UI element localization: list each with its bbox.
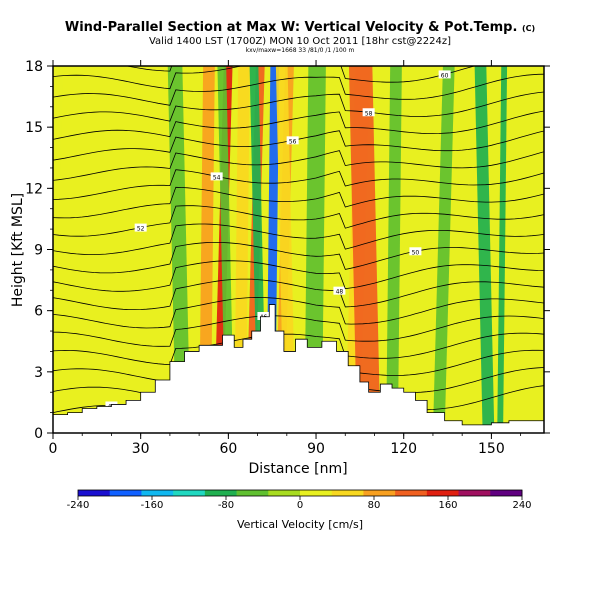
isentrope-label: 54 bbox=[213, 174, 221, 181]
x-axis: 0 30 60 90 120 150 bbox=[49, 60, 522, 457]
y-axis-label: Height [Kft MSL] bbox=[10, 193, 26, 307]
colorbar-swatch bbox=[395, 490, 428, 496]
isentrope-line bbox=[53, 169, 544, 200]
velocity-band bbox=[167, 66, 191, 433]
colorbar-swatch bbox=[331, 490, 364, 496]
colorbar-swatch bbox=[363, 490, 396, 496]
chart-title-text: Wind-Parallel Section at Max W: Vertical… bbox=[64, 20, 518, 35]
chart-title: Wind-Parallel Section at Max W: Vertical… bbox=[0, 20, 600, 35]
isentrope-line bbox=[53, 260, 544, 292]
isentrope-line bbox=[53, 278, 544, 310]
isentrope-label-bg bbox=[333, 286, 346, 295]
colorbar-swatch bbox=[268, 490, 301, 496]
colorbar-swatch bbox=[204, 490, 238, 496]
isentrope-line bbox=[53, 332, 544, 366]
chart-subtitle: Valid 1400 LST (1700Z) MON 10 Oct 2011 [… bbox=[148, 36, 452, 47]
colorbar-tick-label: 80 bbox=[368, 500, 381, 511]
colorbar-swatch bbox=[141, 490, 174, 496]
velocity-band bbox=[432, 66, 455, 433]
colorbar-swatch bbox=[300, 490, 333, 496]
y-tick-label: 15 bbox=[25, 120, 43, 136]
isentrope-label-bg bbox=[438, 70, 451, 79]
colorbar-swatch bbox=[426, 490, 460, 496]
isentrope-line bbox=[53, 315, 544, 347]
y-tick-label: 0 bbox=[34, 426, 43, 442]
colorbar-tick-label: 240 bbox=[512, 500, 531, 511]
colorbar-swatch bbox=[78, 490, 111, 496]
velocity-band bbox=[275, 66, 296, 433]
colorbar-tick-label: 0 bbox=[297, 500, 303, 511]
isentrope-label: 58 bbox=[365, 110, 373, 117]
isentrope-label-bg bbox=[134, 223, 147, 232]
y-tick-label: 9 bbox=[34, 243, 43, 259]
colorbar-tick-label: 160 bbox=[438, 500, 457, 511]
y-tick-label: 18 bbox=[25, 59, 43, 75]
isentrope-line bbox=[53, 66, 476, 90]
x-tick-label: 0 bbox=[49, 441, 58, 457]
x-tick-label: 30 bbox=[132, 441, 150, 457]
velocity-band bbox=[386, 66, 402, 433]
colorbar-tick-label: -160 bbox=[141, 500, 164, 511]
y-tick-label: 6 bbox=[34, 304, 43, 320]
isentrope-label-bg bbox=[362, 108, 375, 117]
isentrope-line bbox=[53, 242, 544, 274]
isentrope-label-bg bbox=[210, 172, 223, 181]
isentrope-label-bg bbox=[409, 247, 422, 256]
isentrope-line bbox=[53, 110, 544, 140]
isentrope-label: 56 bbox=[289, 138, 297, 145]
isentrope-line bbox=[53, 150, 544, 181]
isentrope-line bbox=[125, 66, 173, 72]
isentrope-line bbox=[53, 223, 544, 255]
isentrope-label: 50 bbox=[412, 249, 420, 256]
velocity-band bbox=[497, 66, 508, 433]
colorbar-swatch bbox=[173, 490, 206, 496]
isentrope-line bbox=[53, 73, 544, 106]
colorbar-tick-label: -80 bbox=[218, 500, 234, 511]
colorbar-swatch bbox=[490, 490, 523, 496]
isentrope-label-bg bbox=[257, 311, 270, 320]
colorbar-swatch bbox=[236, 490, 269, 496]
x-tick-label: 120 bbox=[390, 441, 417, 457]
isentrope-line bbox=[53, 91, 544, 122]
isentrope-label-bg bbox=[286, 136, 299, 145]
y-tick-label: 12 bbox=[25, 181, 43, 197]
terrain bbox=[53, 304, 544, 433]
x-axis-label: Distance [nm] bbox=[248, 461, 347, 477]
x-tick-label: 90 bbox=[307, 441, 325, 457]
isentrope-label: 48 bbox=[336, 289, 344, 296]
x-tick-label: 60 bbox=[219, 441, 237, 457]
x-tick-label: 150 bbox=[478, 441, 505, 457]
chart-subtitle-2: kxv/maxw=1668 33 /81/0 /1 /100 m bbox=[245, 47, 355, 54]
colorbar-swatch bbox=[109, 490, 142, 496]
isentrope-label: 60 bbox=[441, 72, 449, 79]
isentrope-label: 52 bbox=[137, 226, 145, 233]
colorbar-label: Vertical Velocity [cm/s] bbox=[236, 518, 364, 531]
isentrope-line bbox=[53, 186, 544, 219]
y-tick-label: 3 bbox=[34, 365, 43, 381]
colorbar: -240 -160 -80 0 80 160 240 bbox=[67, 489, 532, 511]
colorbar-tick-label: -240 bbox=[67, 500, 90, 511]
isentrope-line bbox=[53, 296, 544, 329]
chart-title-mark: (C) bbox=[521, 24, 536, 33]
y-axis: 0 3 6 9 12 15 18 bbox=[25, 59, 550, 442]
colorbar-swatch bbox=[458, 490, 491, 496]
terrain-profile bbox=[53, 304, 544, 433]
